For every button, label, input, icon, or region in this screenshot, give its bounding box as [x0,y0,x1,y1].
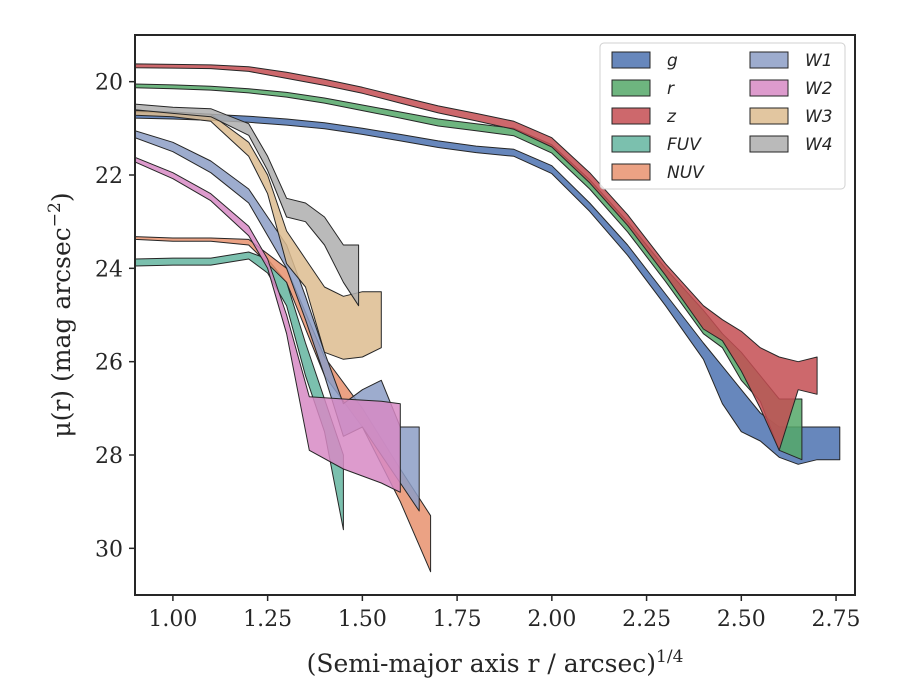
x-tick-label: 1.50 [338,607,387,632]
legend-label-w4: W4 [805,135,833,155]
legend-swatch-nuv [611,163,651,181]
series-area-nuv [135,236,432,573]
series-area-w4 [135,103,360,307]
legend-label-w3: W3 [805,107,833,127]
x-tick-label: 2.00 [527,607,576,632]
x-tick-label: 1.75 [433,607,482,632]
y-tick-label: 24 [95,257,123,282]
y-axis-ticks: 20 22 24 26 28 30 [95,71,135,562]
x-tick-label: 2.75 [812,607,861,632]
series-area-fuv [135,251,344,531]
series-area-w2 [135,156,401,493]
legend-label-g: g [667,51,678,71]
y-axis-label: μ(r) (mag arcsec−2) [45,192,76,437]
x-tick-label: 1.00 [148,607,197,632]
legend-label-z: z [666,107,677,127]
legend-swatch-w2 [749,79,789,97]
x-tick-label: 2.50 [717,607,766,632]
series-area-z [135,63,818,451]
y-tick-label: 22 [95,164,123,189]
x-axis-label: (Semi-major axis r / arcsec)1/4 [307,647,684,678]
plot-frame [134,34,856,596]
legend-swatch-z [611,107,651,125]
legend-label-w2: W2 [805,79,833,99]
legend-label-nuv: NUV [667,163,705,183]
series-areas [135,63,841,573]
series-area-w3 [135,110,382,360]
legend: grz FUV NUV W1 W2 W3 W4 [599,42,846,190]
legend-label-w1: W1 [805,51,833,71]
y-tick-label: 28 [95,444,123,469]
legend-swatch-fuv [611,135,651,153]
legend-swatch-w4 [749,135,789,153]
y-tick-label: 20 [95,71,123,96]
legend-swatch-w1 [749,51,789,69]
x-tick-label: 1.25 [243,607,292,632]
y-tick-label: 26 [95,351,123,376]
legend-label-r: r [667,79,675,99]
y-tick-label: 30 [95,537,123,562]
legend-label-fuv: FUV [667,135,702,155]
legend-swatch-r [611,79,651,97]
x-axis-ticks: 1.00 1.25 1.50 1.75 2.00 2.25 2.50 2.75 [148,595,861,632]
legend-swatch-g [611,51,651,69]
x-tick-label: 2.25 [622,607,671,632]
legend-swatch-w3 [749,107,789,125]
